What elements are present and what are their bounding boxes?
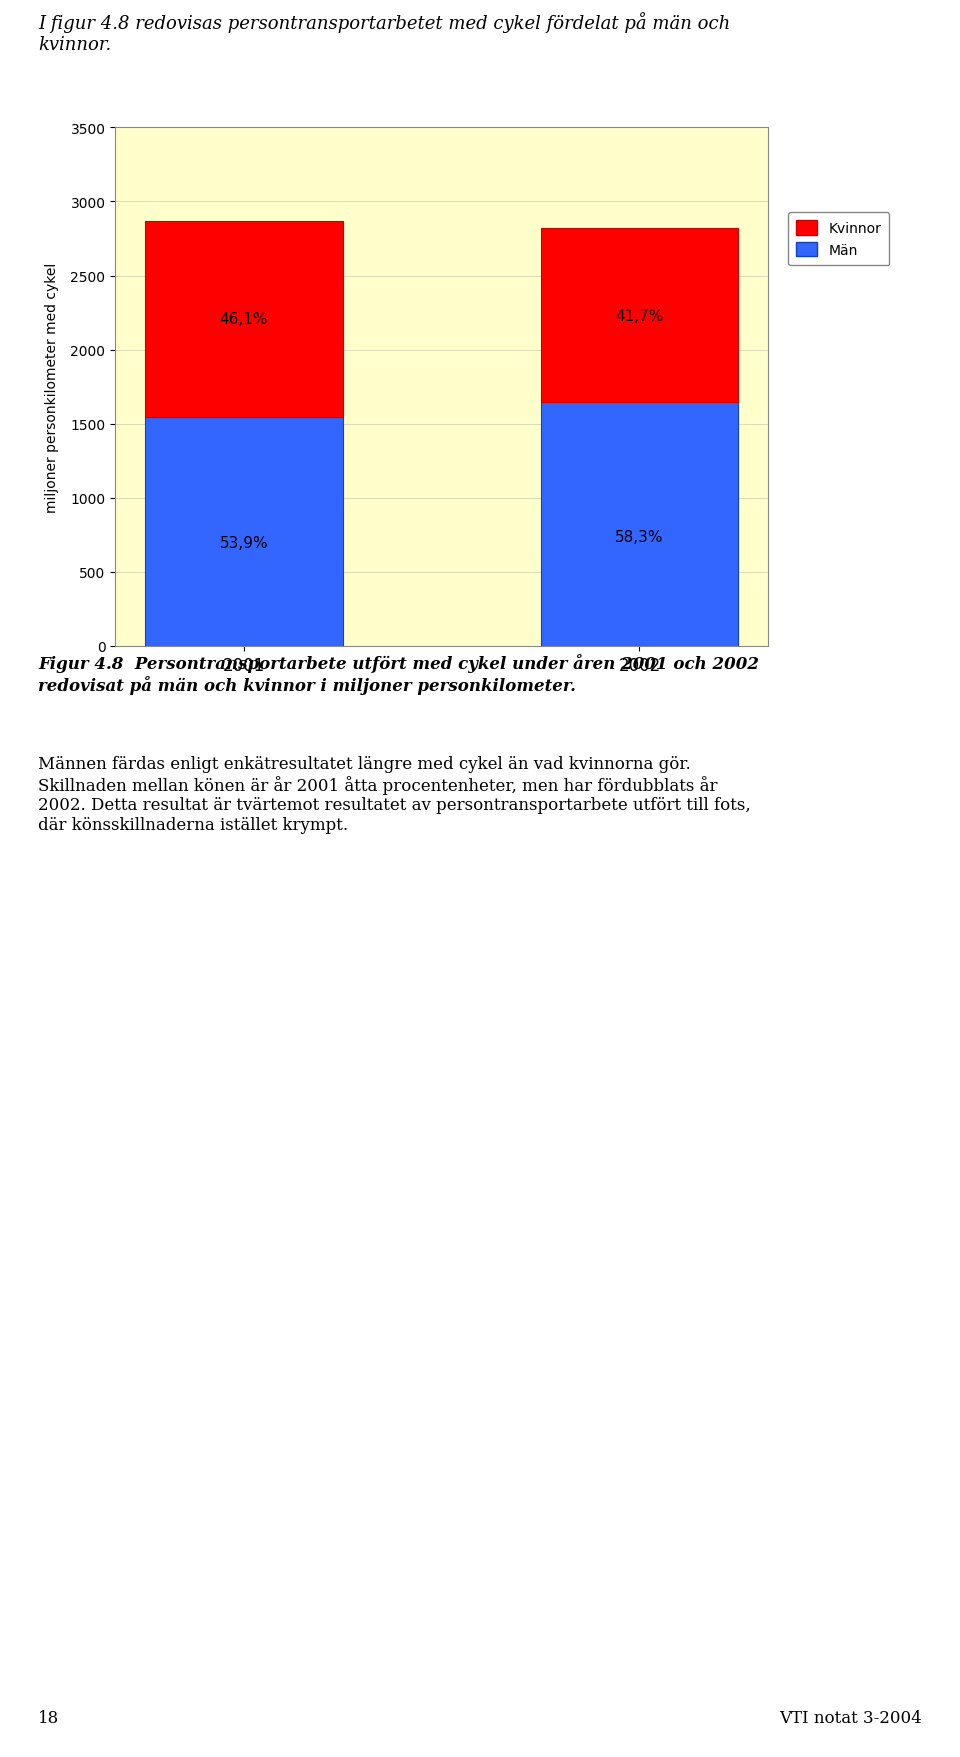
Bar <box>540 228 738 402</box>
Text: 41,7%: 41,7% <box>615 309 663 323</box>
Bar <box>145 221 343 418</box>
Text: 46,1%: 46,1% <box>220 313 268 327</box>
Text: Figur 4.8  Persontransportarbete utfört med cykel under åren 2001 och 2002
redov: Figur 4.8 Persontransportarbete utfört m… <box>38 654 759 694</box>
Text: 53,9%: 53,9% <box>220 536 268 552</box>
Text: Männen färdas enligt enkätresultatet längre med cykel än vad kvinnorna gör.
Skil: Männen färdas enligt enkätresultatet län… <box>38 756 751 833</box>
Legend: Kvinnor, Män: Kvinnor, Män <box>788 213 890 265</box>
Text: 58,3%: 58,3% <box>615 529 663 545</box>
Bar <box>540 402 738 647</box>
Bar <box>145 418 343 647</box>
Text: I figur 4.8 redovisas persontransportarbetet med cykel fördelat på män och
kvinn: I figur 4.8 redovisas persontransportarb… <box>38 12 731 54</box>
Text: VTI notat 3-2004: VTI notat 3-2004 <box>779 1710 922 1725</box>
Y-axis label: miljoner personkilometer med cykel: miljoner personkilometer med cykel <box>45 262 60 513</box>
Text: 18: 18 <box>38 1710 60 1725</box>
